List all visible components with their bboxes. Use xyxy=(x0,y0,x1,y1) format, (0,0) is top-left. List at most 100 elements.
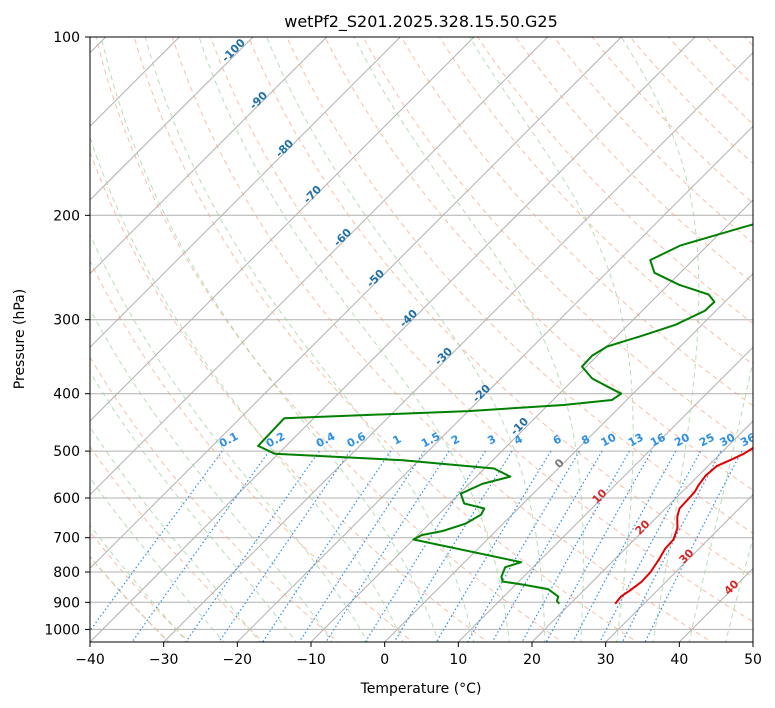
y-tick-label: 700 xyxy=(53,531,80,547)
moist-adiabat-line xyxy=(620,37,700,642)
moist-adiabat-line xyxy=(144,37,475,642)
isotherm-line xyxy=(90,37,254,201)
x-tick-label: 10 xyxy=(449,652,467,668)
reference-labels: 0.1 0.2 0.4 0.6 1 1.5 2 3 4 6 8 10 13 16 20 25 30 36-100-… xyxy=(217,36,758,598)
moist-adiabat-label: 30 xyxy=(677,546,697,566)
dry-adiabat-line xyxy=(629,37,753,165)
moist-adiabat-line xyxy=(100,37,440,642)
isotherm-line xyxy=(90,37,696,642)
mixing-ratio-line xyxy=(393,450,513,642)
chart-title: wetPf2_S201.2025.328.15.50.G25 xyxy=(284,12,558,32)
dry-adiabat-line xyxy=(171,37,713,642)
moist-adiabat-line xyxy=(90,426,261,642)
mixing-ratio-line xyxy=(491,450,603,642)
x-tick-label: 30 xyxy=(597,652,615,668)
dry-adiabat-line xyxy=(667,37,753,125)
dry-adiabat-line xyxy=(248,37,753,578)
dry-adiabat-line xyxy=(400,37,753,407)
moist-adiabat-line xyxy=(688,358,753,642)
mixing-ratio-label: 16 xyxy=(648,431,668,450)
isotherm-label: -80 xyxy=(273,137,296,160)
mixing-ratio-line xyxy=(644,450,743,642)
background-lines xyxy=(0,24,775,645)
isotherm-line xyxy=(90,37,475,422)
y-tick-label: 500 xyxy=(53,444,80,460)
x-tick-label: 20 xyxy=(523,652,541,668)
mixing-ratio-label: 0.1 xyxy=(217,430,240,451)
mixing-ratio-label: 25 xyxy=(697,431,717,450)
x-tick-label: −40 xyxy=(75,652,105,668)
x-tick-label: −20 xyxy=(223,652,253,668)
isotherm-label: -20 xyxy=(470,382,493,405)
mixing-ratio-label: 30 xyxy=(718,431,738,450)
dry-adiabat-line xyxy=(591,37,753,204)
dry-adiabat-line xyxy=(515,37,753,284)
dry-adiabat-line xyxy=(90,259,414,642)
mixing-ratio-label: 13 xyxy=(626,431,646,450)
mixing-ratio-label: 36 xyxy=(738,431,758,450)
x-axis-title: Temperature (°C) xyxy=(360,681,482,697)
isotherm-label: -60 xyxy=(331,226,354,249)
dry-adiabat-line xyxy=(438,37,753,366)
mixing-ratio-label: 1 xyxy=(391,432,404,447)
reference-curve xyxy=(90,555,170,642)
moist-adiabat-line xyxy=(90,524,188,642)
moist-adiabat-label: 40 xyxy=(722,577,742,597)
mixing-ratio-line xyxy=(521,450,631,642)
isotherm-line xyxy=(163,51,753,642)
mixing-ratio-label: 0.6 xyxy=(345,430,369,451)
isotherm-label: -70 xyxy=(301,183,324,206)
isotherm-line xyxy=(384,272,753,642)
isotherm-label: -50 xyxy=(364,267,387,290)
isotherm-line xyxy=(90,37,622,570)
moist-adiabat-line xyxy=(90,308,333,642)
dry-adiabat-line xyxy=(324,37,753,491)
moist-adiabat-line xyxy=(90,476,225,642)
y-tick-label: 900 xyxy=(53,595,80,611)
mixing-ratio-line xyxy=(364,450,486,642)
dry-adiabat-line xyxy=(744,37,753,47)
mixing-ratio-label: 3 xyxy=(485,432,498,447)
y-tick-label: 200 xyxy=(53,208,80,224)
dry-adiabat-line xyxy=(286,37,753,534)
moist-adiabat-line xyxy=(725,536,753,642)
moist-adiabat-line xyxy=(90,135,404,642)
x-tick-label: −10 xyxy=(296,652,326,668)
x-tick-label: 0 xyxy=(380,652,389,668)
x-tick-label: −30 xyxy=(149,652,179,668)
profile-lines xyxy=(257,223,753,605)
isotherm-label: -30 xyxy=(432,345,455,368)
moist-adiabat-line xyxy=(90,370,297,642)
mixing-ratio-label: 6 xyxy=(551,432,564,447)
isotherm-line xyxy=(605,493,753,642)
moist-adiabat-line xyxy=(198,37,510,642)
isotherm-label: -40 xyxy=(397,307,420,330)
isotherm-line xyxy=(678,567,753,642)
isotherm-line xyxy=(90,37,549,496)
mixing-ratio-label: 0.2 xyxy=(264,430,287,451)
reference-curve xyxy=(0,24,59,645)
moist-adiabat-line xyxy=(468,37,634,642)
dry-adiabat-line xyxy=(362,37,753,449)
isotherm-label: -90 xyxy=(247,89,270,112)
x-tick-label: 40 xyxy=(670,652,688,668)
dry-adiabat-line xyxy=(770,24,775,645)
mixing-ratio-line xyxy=(466,450,580,642)
moist-adiabat-label: 0 xyxy=(552,456,567,471)
dry-adiabat-line xyxy=(90,445,265,642)
dry-adiabat-line xyxy=(133,37,638,642)
isotherm-label: -100 xyxy=(219,36,248,65)
x-tick-label: 50 xyxy=(744,652,762,668)
moist-adiabat-line xyxy=(266,37,546,642)
y-tick-label: 1000 xyxy=(44,622,80,638)
plot-frame xyxy=(89,36,754,643)
isotherm-line xyxy=(90,37,401,349)
dewpoint-profile-line xyxy=(257,223,753,605)
dry-adiabat-line xyxy=(90,150,489,642)
y-tick-label: 300 xyxy=(53,313,80,329)
dry-adiabat-line xyxy=(95,37,564,642)
dry-adiabat-line xyxy=(209,37,753,623)
mixing-ratio-line xyxy=(218,450,351,642)
mixing-ratio-label: 20 xyxy=(672,431,692,450)
